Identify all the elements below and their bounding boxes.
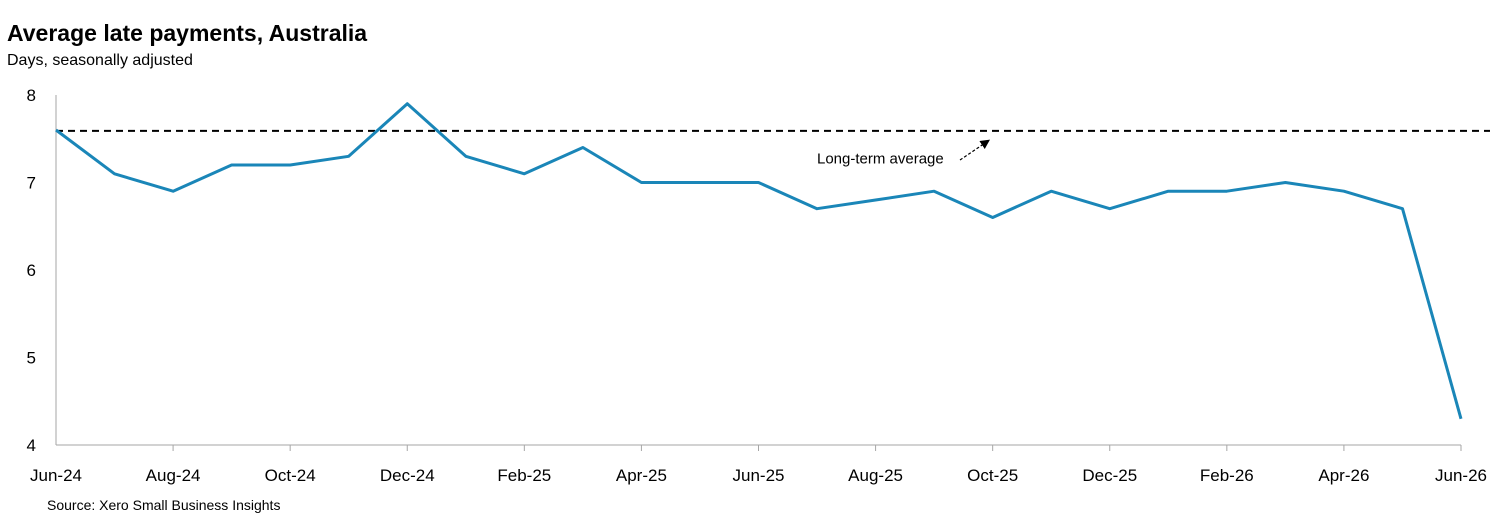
long-term-average-label: Long-term average <box>817 150 944 167</box>
x-tick-label: Apr-26 <box>1318 466 1369 485</box>
x-tick-label: Oct-25 <box>967 466 1018 485</box>
x-tick-label: Feb-25 <box>497 466 551 485</box>
y-tick-label: 5 <box>27 349 36 368</box>
x-tick-label: Dec-24 <box>380 466 435 485</box>
x-tick-label: Aug-25 <box>848 466 903 485</box>
y-tick-label: 4 <box>27 436 36 455</box>
x-tick-label: Apr-25 <box>616 466 667 485</box>
chart-subtitle: Days, seasonally adjusted <box>7 52 193 69</box>
chart-title: Average late payments, Australia <box>7 20 368 46</box>
y-tick-label: 6 <box>27 261 36 280</box>
y-tick-label: 8 <box>27 86 36 105</box>
x-tick-label: Oct-24 <box>265 466 316 485</box>
source-note: Source: Xero Small Business Insights <box>47 497 281 513</box>
x-tick-label: Jun-25 <box>733 466 785 485</box>
x-tick-label: Jun-24 <box>30 466 82 485</box>
y-tick-label: 7 <box>27 174 36 193</box>
x-tick-label: Dec-25 <box>1082 466 1137 485</box>
x-tick-label: Aug-24 <box>146 466 201 485</box>
series-line <box>55 102 1463 420</box>
x-tick-label: Feb-26 <box>1200 466 1254 485</box>
annotation-arrow <box>959 139 990 161</box>
x-tick-label: Jun-26 <box>1435 466 1487 485</box>
